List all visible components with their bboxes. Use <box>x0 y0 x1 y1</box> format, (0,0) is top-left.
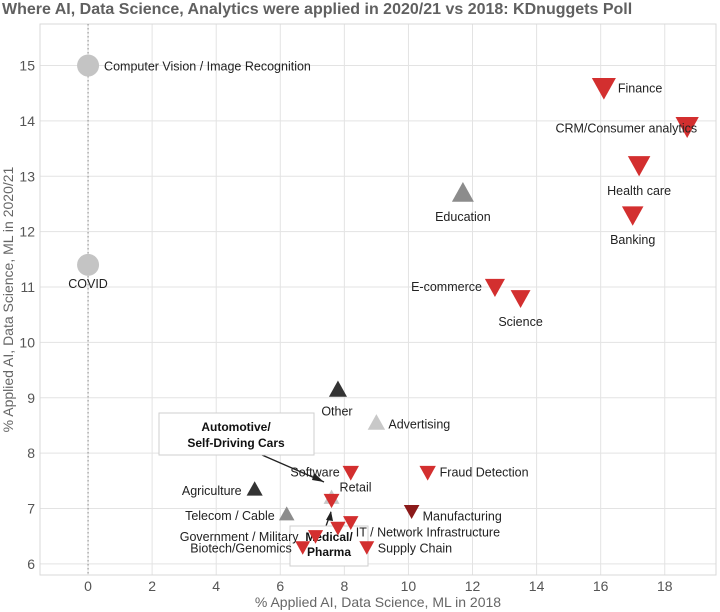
covid-label: COVID <box>68 277 108 291</box>
x-axis-title: % Applied AI, Data Science, ML in 2018 <box>255 594 501 610</box>
x-tick-label: 14 <box>529 578 545 594</box>
x-tick-label: 6 <box>276 578 284 594</box>
science-label: Science <box>498 315 543 329</box>
x-axis-ticks: 0 2 4 6 8 10 12 14 16 18 <box>84 578 673 594</box>
biotech-genomics-marker <box>295 541 311 555</box>
government-military-marker <box>307 530 324 544</box>
automotive-self-driving-cars-marker <box>323 493 340 509</box>
y-tick-label: 13 <box>19 168 35 184</box>
finance-marker <box>591 77 616 100</box>
y-tick-label: 12 <box>19 224 35 240</box>
y-tick-label: 11 <box>20 279 35 295</box>
grid-lines <box>39 23 717 576</box>
advertising-marker <box>367 414 386 430</box>
biotech-genomics-label: Biotech/Genomics <box>190 541 291 555</box>
fraud-detection-label: Fraud Detection <box>440 466 529 480</box>
y-tick-label: 14 <box>19 113 35 129</box>
e-commerce-label: E-commerce <box>411 280 482 294</box>
x-tick-label: 18 <box>657 578 673 594</box>
fraud-detection-marker <box>419 465 436 481</box>
manufacturing-label: Manufacturing <box>423 509 502 523</box>
chart-title: Where AI, Data Science, Analytics were a… <box>2 1 633 18</box>
x-tick-label: 12 <box>465 578 481 594</box>
automotive-callout-arrowhead <box>312 473 324 482</box>
education-label: Education <box>435 210 491 224</box>
agriculture-label: Agriculture <box>182 484 242 498</box>
data-markers <box>77 54 699 555</box>
finance-label: Finance <box>618 82 663 96</box>
advertising-label: Advertising <box>388 418 450 432</box>
y-tick-label: 8 <box>27 445 35 461</box>
y-tick-label: 9 <box>27 390 35 406</box>
x-tick-label: 10 <box>401 578 417 594</box>
agriculture-marker <box>246 481 263 496</box>
crm-consumer-analytics-marker <box>675 117 699 138</box>
covid-marker <box>77 253 100 276</box>
point-labels: Computer Vision / Image Recognition COVID… <box>68 60 697 556</box>
government-military-label: Government / Military <box>180 530 300 544</box>
it-network-infrastructure-marker <box>343 516 359 531</box>
x-tick-label: 4 <box>212 578 220 594</box>
y-tick-label: 10 <box>19 334 35 350</box>
y-axis-ticks: 6 7 8 9 10 11 12 13 14 15 <box>19 58 35 572</box>
telecom-cable-marker <box>278 506 295 521</box>
other-label: Other <box>321 404 352 418</box>
computer-vision-image-recognition-marker <box>77 54 100 77</box>
y-axis-title: % Applied AI, Data Science, ML in 2020/2… <box>0 166 16 432</box>
y-tick-label: 7 <box>27 501 35 517</box>
crm-consumer-analytics-label: CRM/Consumer analytics <box>555 121 697 135</box>
automotive-callout-text: Automotive/ <box>201 420 271 434</box>
it-network-infrastructure-label: IT / Network Infrastructure <box>356 525 500 539</box>
health-care-label: Health care <box>607 184 671 198</box>
telecom-cable-label: Telecom / Cable <box>185 509 275 523</box>
computer-vision-image-recognition-label: Computer Vision / Image Recognition <box>104 60 311 74</box>
education-marker <box>451 182 474 202</box>
plot-area-border <box>39 23 717 576</box>
supply-chain-label: Supply Chain <box>378 541 452 555</box>
manufacturing-marker <box>403 504 420 520</box>
automotive-callout-box <box>158 412 315 456</box>
x-tick-label: 8 <box>340 578 348 594</box>
software-label: Software <box>290 466 339 480</box>
medical-callout-arrowhead <box>326 511 333 521</box>
y-tick-label: 15 <box>19 58 35 74</box>
science-marker <box>510 290 531 308</box>
medical-callout-text: Pharma <box>307 545 351 559</box>
health-care-marker <box>627 156 651 177</box>
e-commerce-marker <box>484 278 505 297</box>
x-tick-label: 16 <box>593 578 609 594</box>
automotive-callout-text: Self-Driving Cars <box>187 436 285 450</box>
supply-chain-marker <box>359 541 375 555</box>
y-tick-label: 6 <box>27 556 35 572</box>
x-tick-label: 2 <box>148 578 156 594</box>
software-marker <box>342 465 359 481</box>
x-tick-label: 0 <box>84 578 92 594</box>
medical-pharma-marker <box>330 521 346 536</box>
banking-marker <box>621 206 644 226</box>
retail-label: Retail <box>340 480 372 494</box>
banking-label: Banking <box>610 233 655 247</box>
other-marker <box>328 380 347 397</box>
